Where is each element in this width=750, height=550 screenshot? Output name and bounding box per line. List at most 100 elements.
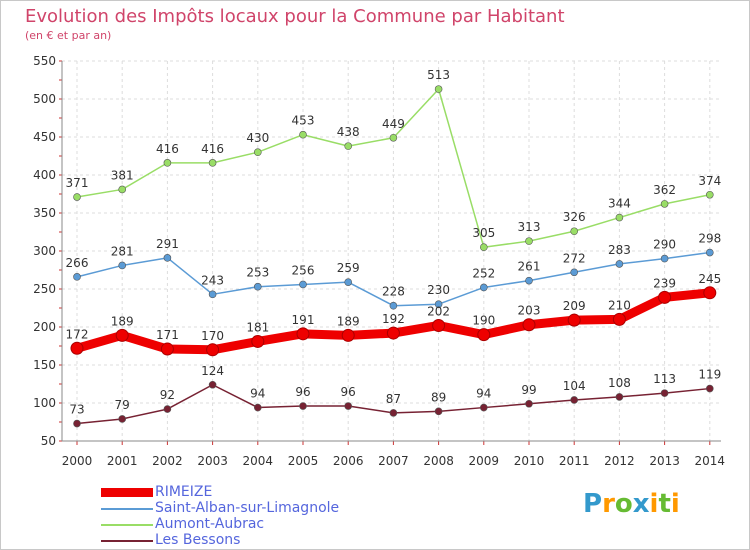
data-label: 191: [292, 313, 315, 327]
data-point: [570, 396, 579, 404]
data-point: [163, 254, 172, 262]
data-point: [299, 280, 307, 289]
data-label: 203: [518, 304, 541, 318]
data-point: [615, 393, 624, 401]
series: [70, 85, 717, 428]
proxiti-logo: Proxiti: [583, 489, 680, 519]
data-point: [660, 389, 669, 397]
logo-letter: P: [583, 489, 603, 519]
data-label: 189: [337, 314, 360, 328]
x-tick-label: 2002: [152, 454, 183, 468]
legend-swatch: [101, 524, 153, 526]
chart-subtitle: (en € et par an): [25, 29, 112, 42]
data-point: [253, 282, 262, 291]
data-label: 172: [66, 327, 89, 341]
x-tick-label: 2011: [559, 454, 590, 468]
data-label: 449: [382, 117, 405, 131]
data-point: [477, 328, 491, 342]
data-label: 124: [201, 364, 224, 378]
data-point: [73, 273, 81, 281]
x-tick-label: 2013: [649, 454, 680, 468]
data-label: 513: [427, 68, 450, 82]
x-tick-label: 2007: [378, 454, 409, 468]
y-tick-label: 300: [33, 244, 56, 258]
data-point: [299, 402, 307, 410]
data-point: [341, 328, 355, 342]
y-tick-label: 550: [33, 54, 56, 68]
data-point: [567, 313, 581, 327]
data-point: [432, 318, 446, 332]
data-point: [253, 403, 262, 412]
data-point: [703, 286, 717, 300]
data-point: [163, 159, 172, 167]
data-label: 113: [653, 372, 676, 386]
data-point: [525, 237, 533, 245]
data-label: 192: [382, 312, 405, 326]
y-tick-label: 400: [33, 168, 56, 182]
data-point: [299, 130, 307, 139]
data-label: 108: [608, 376, 631, 390]
data-label: 209: [563, 299, 586, 313]
x-tick-label: 2005: [288, 454, 319, 468]
x-tick-label: 2009: [469, 454, 500, 468]
data-label: 87: [386, 392, 401, 406]
data-label: 202: [427, 304, 450, 318]
data-label: 290: [653, 238, 676, 252]
data-label: 416: [201, 142, 224, 156]
data-label: 73: [69, 403, 84, 417]
data-point: [389, 133, 398, 142]
data-label: 305: [472, 226, 495, 240]
data-label: 189: [111, 314, 134, 328]
data-label: 438: [337, 125, 360, 139]
logo-letter: i: [649, 489, 659, 519]
data-point: [615, 213, 624, 222]
y-tick-label: 150: [33, 358, 56, 372]
y-tick-label: 350: [33, 206, 56, 220]
data-label: 430: [246, 131, 269, 145]
data-label: 371: [66, 176, 89, 190]
data-label: 170: [201, 329, 224, 343]
data-point: [479, 283, 488, 292]
data-point: [570, 227, 579, 236]
data-label: 210: [608, 298, 631, 312]
data-label: 381: [111, 168, 134, 182]
data-point: [296, 327, 310, 341]
data-point: [434, 407, 443, 416]
data-label: 245: [698, 272, 721, 286]
data-label: 326: [563, 210, 586, 224]
data-label: 104: [563, 379, 586, 393]
data-label: 291: [156, 237, 179, 251]
data-point: [118, 415, 126, 423]
data-point: [253, 148, 262, 156]
data-label: 272: [563, 251, 586, 265]
logo-letter: i: [670, 489, 680, 519]
data-labels: 73 79 92 124 94 96 96 87 89 94 99 104 108 113 119 371 38…: [66, 68, 722, 416]
data-label: 79: [115, 398, 130, 412]
data-label: 253: [246, 266, 269, 280]
x-tick-label: 2012: [604, 454, 635, 468]
x-tick-label: 2004: [243, 454, 274, 468]
x-tick-label: 2003: [197, 454, 228, 468]
data-label: 171: [156, 328, 179, 342]
data-label: 243: [201, 273, 224, 287]
y-tick-label: 50: [41, 434, 56, 448]
y-tick-label: 500: [33, 92, 56, 106]
data-point: [615, 260, 624, 268]
legend-label: Saint-Alban-sur-Limagnole: [155, 500, 340, 516]
data-label: 252: [472, 266, 495, 280]
logo-letter: r: [602, 489, 615, 519]
legend-swatch: [101, 540, 153, 542]
y-tick-label: 200: [33, 320, 56, 334]
data-label: 230: [427, 283, 450, 297]
legend-label: Aumont-Aubrac: [155, 516, 265, 532]
y-tick-label: 250: [33, 282, 56, 296]
x-tick-label: 2000: [62, 454, 93, 468]
data-label: 259: [337, 261, 360, 275]
data-label: 190: [472, 314, 495, 328]
data-label: 453: [292, 114, 315, 128]
data-point: [208, 290, 217, 299]
data-point: [612, 312, 626, 326]
logo-letter: t: [658, 489, 671, 519]
data-point: [525, 276, 533, 285]
